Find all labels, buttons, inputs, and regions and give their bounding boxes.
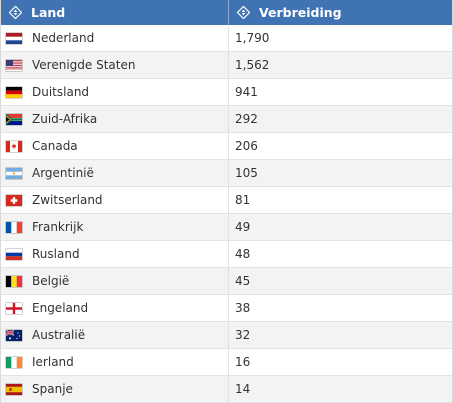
spread-value: 49 — [235, 220, 251, 234]
flag-australia-icon — [6, 329, 22, 341]
flag-argentina-icon — [6, 167, 22, 179]
country-cell: Australië — [1, 322, 229, 348]
flag-netherlands-icon — [6, 32, 22, 44]
country-cell: Verenigde Staten — [1, 52, 229, 78]
spread-value: 105 — [235, 166, 258, 180]
spread-value: 32 — [235, 328, 251, 342]
spread-value: 81 — [235, 193, 251, 207]
flag-england-icon — [6, 302, 22, 314]
country-cell: Duitsland — [1, 79, 229, 105]
table-row: Duitsland 941 — [1, 79, 452, 106]
country-cell: Engeland — [1, 295, 229, 321]
table-row: Frankrijk 49 — [1, 214, 452, 241]
table-row: België 45 — [1, 268, 452, 295]
country-cell: Zuid-Afrika — [1, 106, 229, 132]
country-name: Engeland — [32, 301, 89, 315]
table-row: Engeland 38 — [1, 295, 452, 322]
spread-value: 941 — [235, 85, 258, 99]
country-cell: Argentinië — [1, 160, 229, 186]
country-name: Zuid-Afrika — [32, 112, 98, 126]
flag-spain-icon — [6, 383, 22, 395]
country-cell: Zwitserland — [1, 187, 229, 213]
country-name: Canada — [32, 139, 78, 153]
spread-value: 38 — [235, 301, 251, 315]
country-cell: Spanje — [1, 376, 229, 402]
table-row: Rusland 48 — [1, 241, 452, 268]
flag-france-icon — [6, 221, 22, 233]
flag-united-states-icon — [6, 59, 22, 71]
table-row: Canada 206 — [1, 133, 452, 160]
spread-value: 1,562 — [235, 58, 270, 72]
table-header: Land Verbreiding — [1, 0, 452, 25]
table-row: Ierland 16 — [1, 349, 452, 376]
flag-belgium-icon — [6, 275, 22, 287]
table-body: Nederland 1,790 Verenigde Staten 1,562 Duits… — [1, 25, 452, 403]
spread-value: 1,790 — [235, 31, 270, 45]
table-row: Zwitserland 81 — [1, 187, 452, 214]
table-row: Spanje 14 — [1, 376, 452, 403]
flag-switzerland-icon — [6, 194, 22, 206]
country-name: Duitsland — [32, 85, 90, 99]
spread-value: 48 — [235, 247, 251, 261]
spread-value: 45 — [235, 274, 251, 288]
flag-canada-icon — [6, 140, 22, 152]
flag-germany-icon — [6, 86, 22, 98]
flag-south-africa-icon — [6, 113, 22, 125]
table-row: Australië 32 — [1, 322, 452, 349]
column-header-country-label: Land — [31, 5, 66, 20]
country-cell: Frankrijk — [1, 214, 229, 240]
country-cell: Canada — [1, 133, 229, 159]
country-name: Verenigde Staten — [32, 58, 136, 72]
country-cell: België — [1, 268, 229, 294]
flag-russia-icon — [6, 248, 22, 260]
country-name: Spanje — [32, 382, 73, 396]
column-header-spread[interactable]: Verbreiding — [229, 0, 452, 25]
country-cell: Nederland — [1, 25, 229, 51]
sort-diamond-icon — [9, 6, 22, 19]
table-row: Zuid-Afrika 292 — [1, 106, 452, 133]
country-name: Ierland — [32, 355, 74, 369]
country-name: Nederland — [32, 31, 95, 45]
column-header-spread-label: Verbreiding — [259, 5, 342, 20]
country-cell: Rusland — [1, 241, 229, 267]
table-row: Verenigde Staten 1,562 — [1, 52, 452, 79]
country-name: Zwitserland — [32, 193, 103, 207]
column-header-country[interactable]: Land — [1, 0, 229, 25]
country-cell: Ierland — [1, 349, 229, 375]
spread-value: 206 — [235, 139, 258, 153]
country-name: Argentinië — [32, 166, 94, 180]
country-name: Frankrijk — [32, 220, 84, 234]
spread-value: 292 — [235, 112, 258, 126]
table-row: Argentinië 105 — [1, 160, 452, 187]
country-name: België — [32, 274, 70, 288]
country-name: Australië — [32, 328, 86, 342]
flag-ireland-icon — [6, 356, 22, 368]
country-name: Rusland — [32, 247, 80, 261]
sort-diamond-icon — [237, 6, 250, 19]
spread-value: 16 — [235, 355, 251, 369]
spread-value: 14 — [235, 382, 251, 396]
table-row: Nederland 1,790 — [1, 25, 452, 52]
